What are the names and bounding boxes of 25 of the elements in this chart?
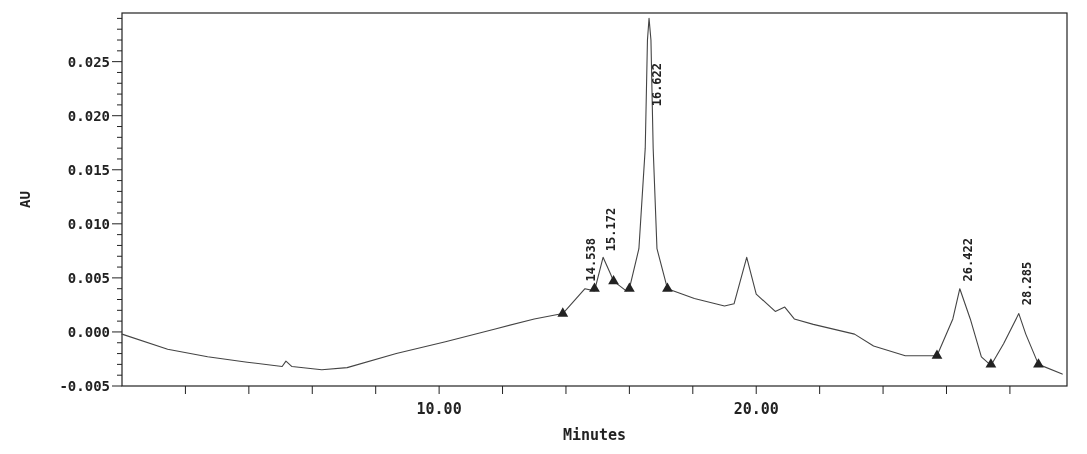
x-tick-label: 10.00 [416, 400, 462, 418]
y-tick-label: -0.005 [59, 378, 110, 394]
y-axis-title: AU [17, 191, 33, 208]
line-series [121, 17, 1063, 375]
annotation: 14.538 [584, 238, 599, 282]
y-tick-label: 0.015 [67, 161, 110, 178]
point [589, 282, 600, 292]
point [557, 307, 569, 317]
y-tick-label: 0.005 [67, 269, 110, 286]
x-tick-label: 20.00 [733, 400, 779, 418]
annotation: 26.422 [960, 238, 975, 282]
point [1033, 358, 1044, 368]
y-tick-label: 0.025 [67, 53, 110, 70]
point [662, 282, 673, 292]
annotation: 28.285 [1019, 261, 1034, 306]
point [931, 349, 943, 359]
y-tick-label: 0.020 [67, 107, 110, 124]
point [624, 282, 635, 292]
x-axis-title: Minutes [562, 426, 627, 444]
annotation: 16.622 [650, 62, 665, 107]
point [608, 274, 619, 285]
y-tick-label: 0.000 [67, 323, 110, 340]
y-tick-label: 0.010 [67, 215, 110, 232]
annotation: 15.172 [604, 207, 619, 252]
point [985, 358, 997, 368]
